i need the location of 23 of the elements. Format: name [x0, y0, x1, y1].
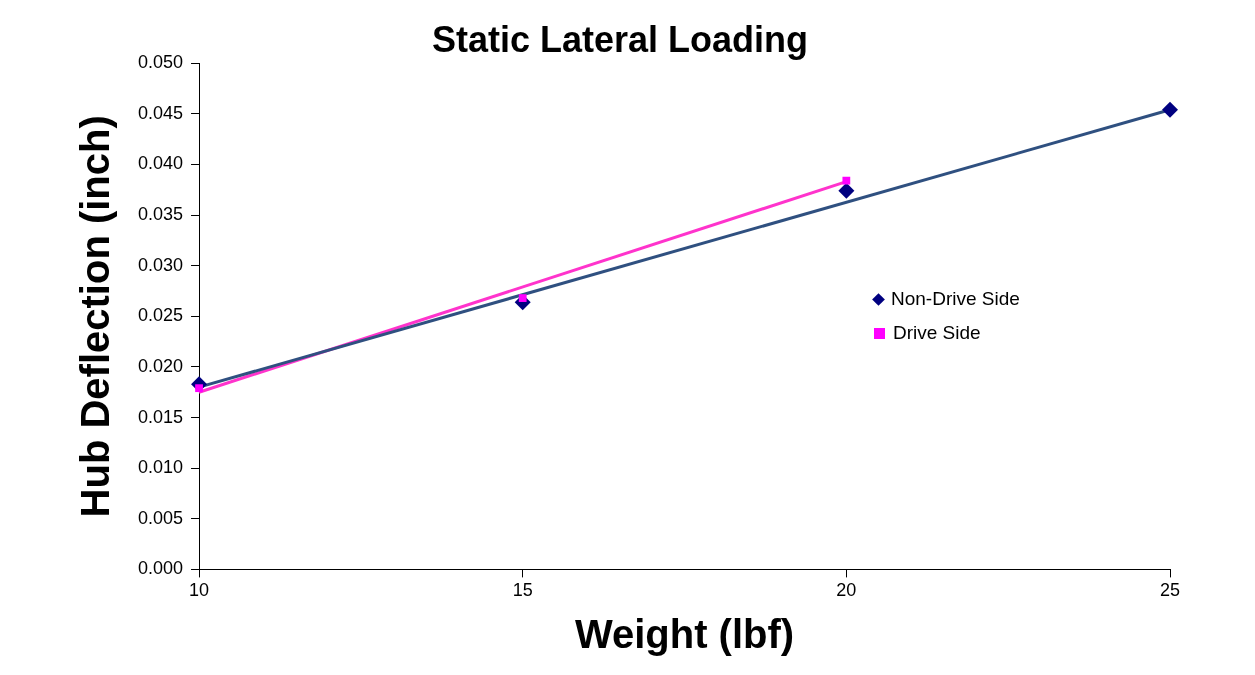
y-tick-label: 0.040	[138, 153, 184, 174]
y-tick-label: 0.010	[138, 457, 184, 478]
y-tick-label: 0.035	[138, 204, 184, 225]
y-tick-label: 0.050	[138, 52, 184, 73]
x-tick-label: 10	[189, 580, 210, 601]
y-axis-title: Hub Deflection (inch)	[73, 115, 118, 518]
y-tick-label: 0.000	[138, 558, 184, 579]
y-tick-label: 0.005	[138, 507, 184, 528]
x-tick-label: 20	[836, 580, 857, 601]
y-tick-label: 0.015	[138, 406, 184, 427]
x-tick-label: 25	[1159, 580, 1181, 601]
legend-label: Non-Drive Side	[891, 288, 1020, 311]
y-tick-label: 0.030	[138, 254, 184, 275]
y-tick-label: 0.025	[138, 305, 184, 326]
point	[842, 176, 851, 185]
x-axis-title: Weight (lbf)	[574, 612, 795, 657]
y-tick-label: 0.020	[138, 355, 184, 376]
chart-title: Static Lateral Loading	[431, 18, 809, 60]
y-tick-label: 0.045	[138, 102, 184, 123]
x-tick-label: 15	[512, 580, 533, 601]
point	[1162, 101, 1178, 118]
point	[838, 182, 855, 199]
legend-label: Drive Side	[893, 322, 981, 345]
